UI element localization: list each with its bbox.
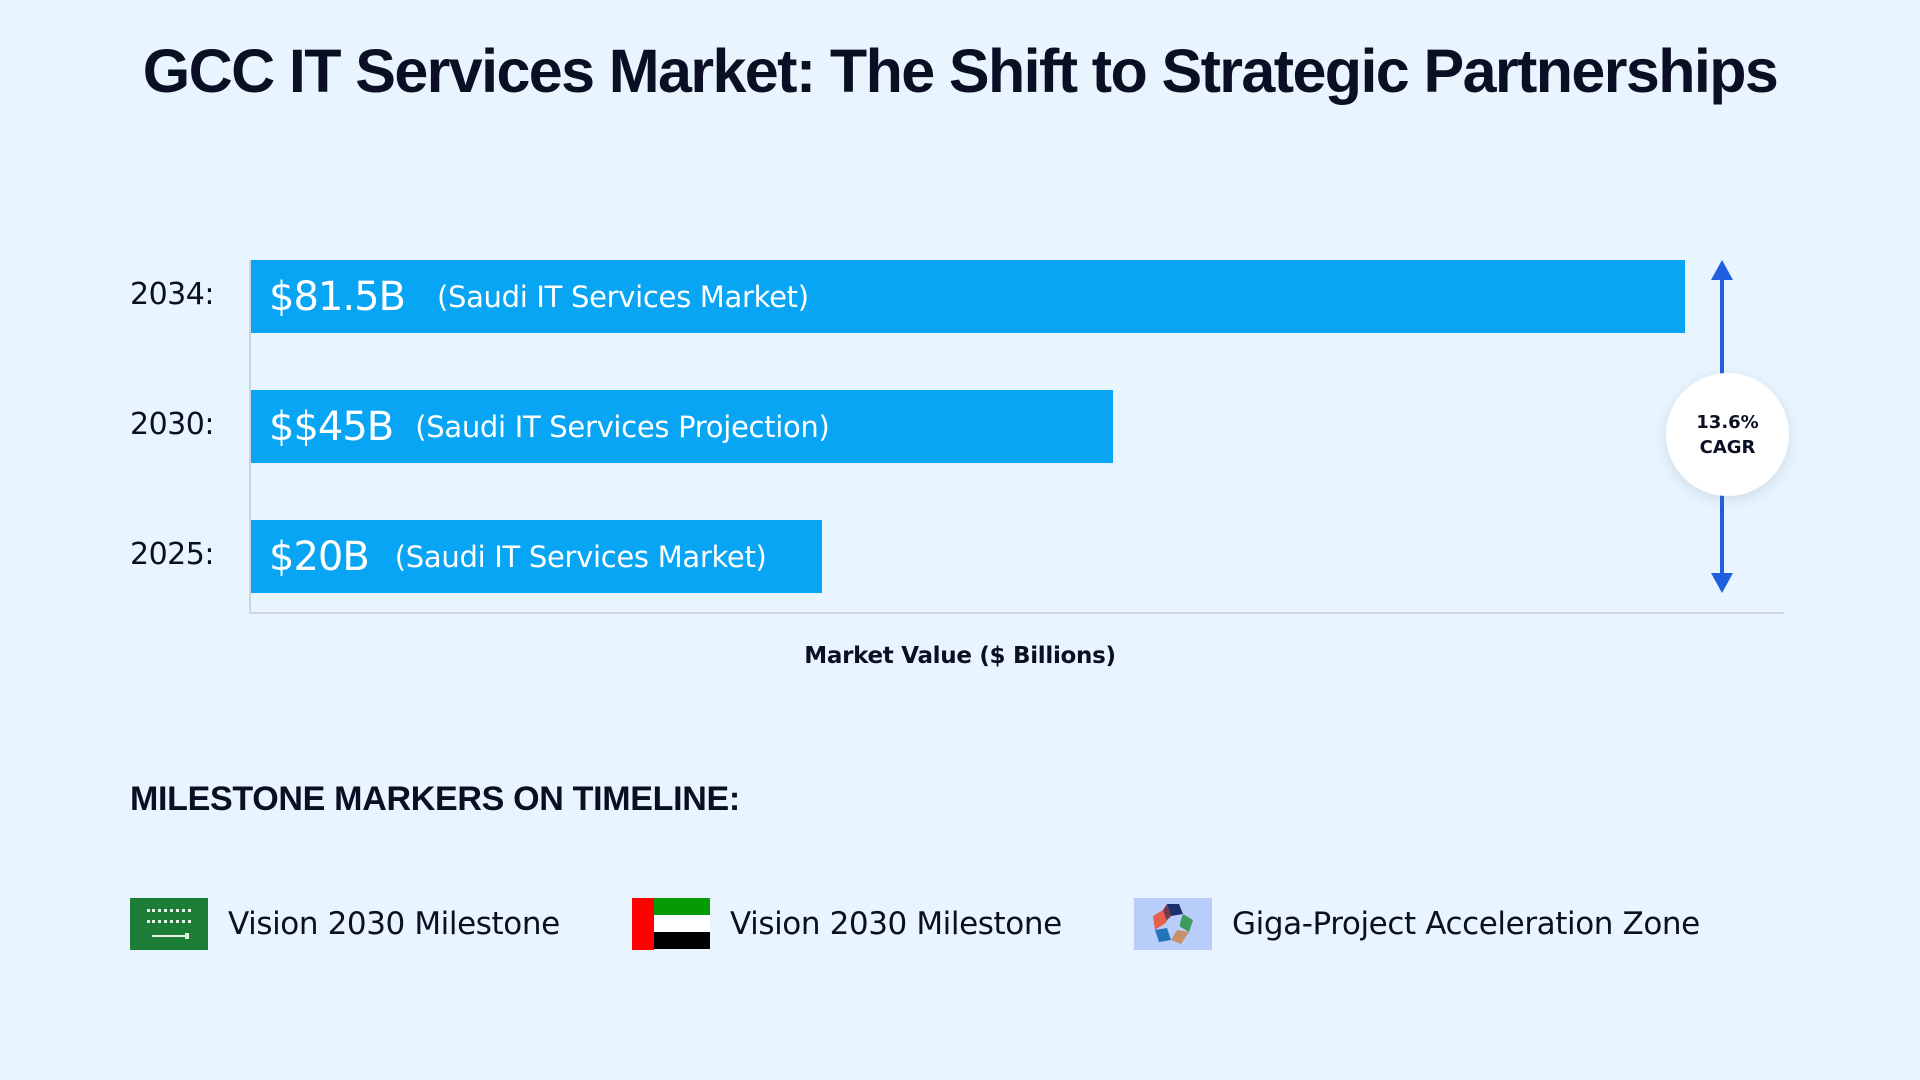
uae-flag-icon bbox=[632, 897, 710, 950]
year-label-2030: 2030: bbox=[130, 407, 214, 442]
year-label-2034: 2034: bbox=[130, 277, 214, 312]
legend-label-uae: Vision 2030 Milestone bbox=[730, 905, 1062, 942]
cagr-badge: 13.6% CAGR bbox=[1666, 373, 1789, 496]
market-bar-chart: 2034: $81.5B (Saudi IT Services Market) … bbox=[130, 260, 1789, 669]
bar-desc-2034: (Saudi IT Services Market) bbox=[436, 279, 809, 314]
legend-label-giga: Giga-Project Acceleration Zone bbox=[1232, 905, 1700, 942]
x-axis-line bbox=[249, 612, 1784, 614]
bar-2034: $81.5B (Saudi IT Services Market) bbox=[251, 260, 1685, 333]
bar-desc-2025: (Saudi IT Services Market) bbox=[394, 539, 767, 574]
page-title: GCC IT Services Market: The Shift to Str… bbox=[142, 37, 1779, 105]
bar-desc-2030: (Saudi IT Services Projection) bbox=[415, 409, 830, 444]
bar-2025: $20B (Saudi IT Services Market) bbox=[251, 520, 822, 593]
giga-project-icon bbox=[1134, 897, 1212, 950]
legend-item-uae: Vision 2030 Milestone bbox=[632, 897, 1062, 950]
x-axis-title: Market Value ($ Billions) bbox=[804, 643, 1116, 669]
cagr-value: 13.6% bbox=[1696, 411, 1759, 433]
y-axis-line bbox=[249, 260, 251, 613]
saudi-flag-icon bbox=[130, 897, 208, 950]
bar-value-2030: $$45B bbox=[269, 403, 394, 450]
bar-value-2025: $20B bbox=[269, 533, 370, 580]
cagr-label: CAGR bbox=[1699, 436, 1756, 458]
arrow-down-icon bbox=[1711, 573, 1733, 593]
year-label-2025: 2025: bbox=[130, 537, 214, 572]
bar-value-2034: $81.5B bbox=[269, 273, 406, 320]
arrow-up-icon bbox=[1711, 260, 1733, 280]
milestones-title: MILESTONE MARKERS ON TIMELINE: bbox=[130, 780, 740, 818]
bar-2030: $$45B (Saudi IT Services Projection) bbox=[251, 390, 1113, 463]
legend-item-giga: Giga-Project Acceleration Zone bbox=[1134, 897, 1700, 950]
legend-item-saudi: Vision 2030 Milestone bbox=[130, 897, 560, 950]
legend-label-saudi: Vision 2030 Milestone bbox=[228, 905, 560, 942]
